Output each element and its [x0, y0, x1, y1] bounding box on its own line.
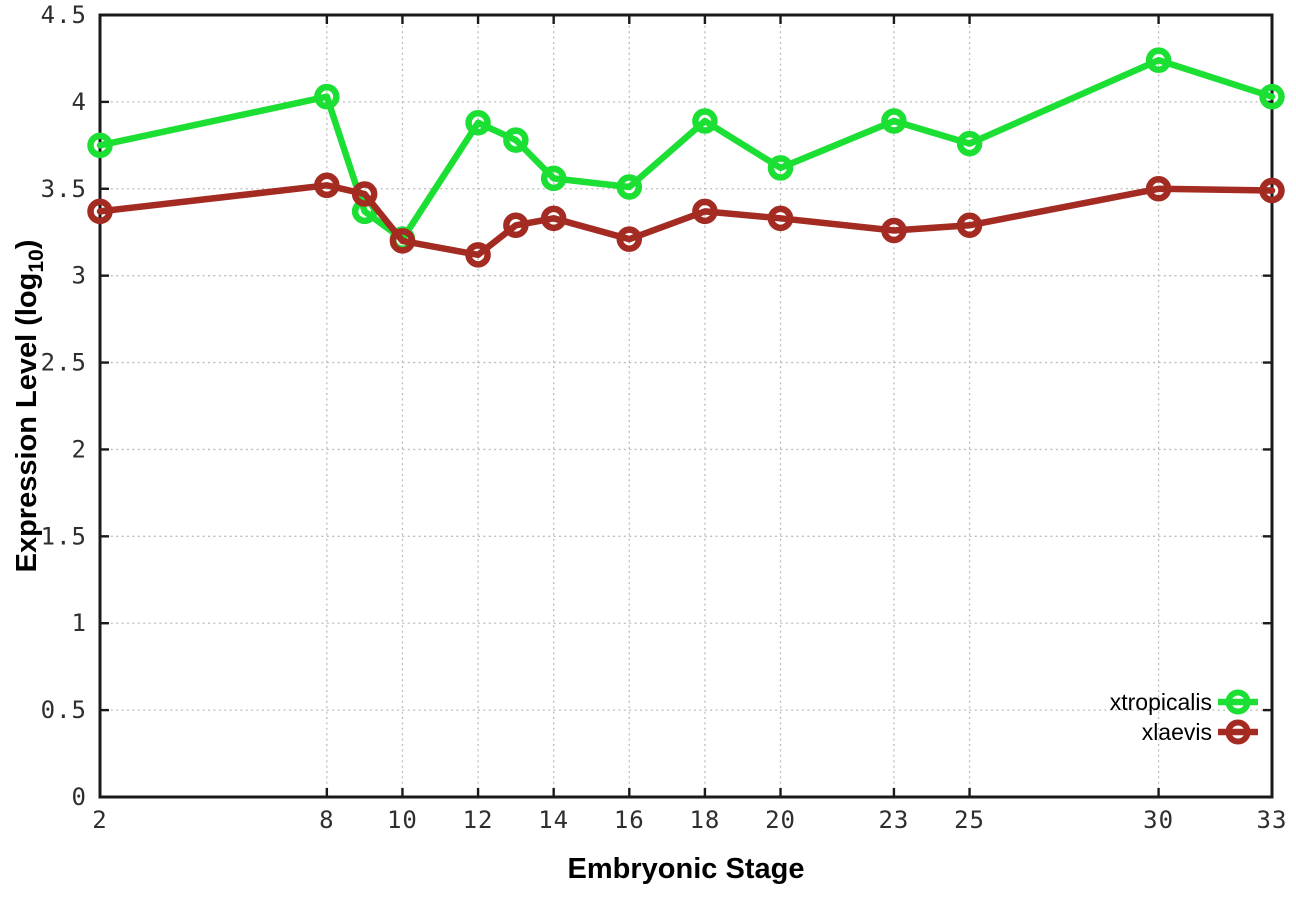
data-point-xtropicalis-stage-8: [314, 83, 340, 110]
plot-border-layer: [98, 13, 1274, 799]
legend-sample-marker-xtropicalis: [1225, 689, 1251, 715]
data-point-xtropicalis-stage-33: [1259, 83, 1285, 110]
y-tick-label-4: 4: [72, 88, 87, 116]
data-point-xlaevis-stage-33: [1259, 177, 1285, 204]
y-tick-label-0: 0: [72, 783, 87, 811]
x-tick-label-2: 2: [92, 806, 107, 834]
legend-sample-marker-xlaevis: [1225, 719, 1251, 745]
gridlines: [99, 14, 1273, 798]
x-tick-label-14: 14: [538, 806, 569, 834]
data-point-xtropicalis-stage-18: [692, 108, 718, 134]
series-line-xtropicalis: [96, 56, 1276, 243]
x-tick-label-25: 25: [954, 806, 985, 834]
data-point-xlaevis-stage-10: [389, 228, 416, 254]
data-point-xlaevis-stage-2: [87, 198, 113, 225]
legend: xtropicalis xlaevis: [1110, 689, 1258, 745]
data-point-xtropicalis-stage-25: [956, 130, 983, 157]
series-line-xlaevis: [96, 182, 1276, 259]
x-tick-label-20: 20: [765, 806, 796, 834]
y-tick-label-2.5: 2.5: [41, 349, 87, 377]
data-point-xlaevis-stage-23: [881, 217, 907, 244]
x-tick-label-23: 23: [878, 806, 909, 834]
y-axis-title: Expression Level (log10): [11, 240, 48, 573]
data-point-xlaevis-stage-25: [956, 212, 983, 239]
data-point-xtropicalis-stage-16: [616, 174, 643, 200]
data-point-xtropicalis-stage-23: [881, 108, 907, 134]
legend-entry-xtropicalis: xtropicalis: [1110, 689, 1258, 715]
x-tick-label-10: 10: [387, 806, 418, 834]
y-axis-title-close: ): [11, 240, 43, 250]
axis-ticks: [98, 13, 1274, 799]
data-point-xtropicalis-stage-13: [503, 127, 529, 153]
data-point-xtropicalis-stage-2: [87, 132, 113, 159]
y-tick-label-2: 2: [72, 435, 87, 463]
x-tick-label-12: 12: [463, 806, 494, 834]
data-point-xtropicalis-stage-30: [1145, 47, 1172, 73]
data-point-xlaevis-stage-9: [351, 181, 378, 207]
data-point-xtropicalis-stage-20: [767, 155, 794, 181]
y-tick-label-3: 3: [72, 262, 87, 290]
data-point-xlaevis-stage-13: [503, 212, 529, 239]
y-axis-title-subscript: 10: [25, 249, 48, 272]
data-point-xtropicalis-stage-12: [465, 109, 491, 136]
legend-label-xtropicalis: xtropicalis: [1110, 689, 1212, 715]
data-point-xlaevis-stage-8: [314, 172, 340, 199]
data-point-xlaevis-stage-14: [540, 205, 567, 232]
x-tick-label-18: 18: [689, 806, 720, 834]
data-point-xlaevis-stage-30: [1145, 176, 1172, 202]
plot-border: [98, 13, 1274, 799]
data-point-xlaevis-stage-20: [767, 205, 794, 232]
data-point-xtropicalis-stage-14: [540, 165, 567, 192]
x-tick-label-33: 33: [1257, 806, 1288, 834]
x-tick-label-8: 8: [319, 806, 334, 834]
legend-label-xlaevis: xlaevis: [1142, 719, 1212, 745]
x-tick-label-30: 30: [1143, 806, 1174, 834]
data-point-xlaevis-stage-16: [616, 226, 643, 252]
y-tick-label-4.5: 4.5: [41, 1, 87, 29]
y-tick-label-1.5: 1.5: [41, 522, 87, 550]
data-point-xlaevis-stage-18: [692, 198, 718, 225]
data-point-xlaevis-stage-12: [465, 242, 491, 268]
y-axis-title-main: Expression Level (log: [11, 273, 43, 573]
y-tick-label-3.5: 3.5: [41, 175, 87, 203]
legend-entry-xlaevis: xlaevis: [1142, 719, 1258, 745]
y-tick-label-0.5: 0.5: [41, 696, 87, 724]
x-axis-title: Embryonic Stage: [568, 853, 805, 885]
series-layer: [87, 47, 1285, 268]
x-tick-label-16: 16: [614, 806, 645, 834]
y-tick-label-1: 1: [72, 609, 87, 637]
tick-labels: 2 8 10 12 14 16 18 20 23 25 30 33 0 0.5 1 1.5 2 2.5 3 3.5 4 4…: [41, 1, 1288, 834]
